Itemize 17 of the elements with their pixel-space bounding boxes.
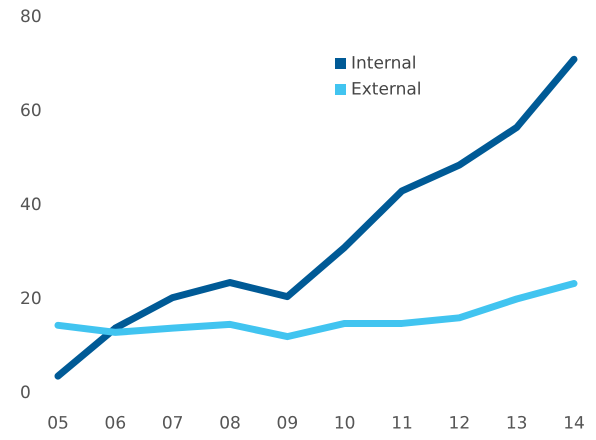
x-tick-label: 08 — [219, 414, 241, 434]
x-tick-label: 11 — [391, 414, 413, 434]
y-tick-label: 0 — [20, 383, 31, 403]
x-tick-label: 12 — [448, 414, 470, 434]
x-tick-label: 10 — [334, 414, 356, 434]
x-tick-label: 09 — [276, 414, 298, 434]
legend-label: External — [351, 80, 422, 100]
x-tick-label: 06 — [104, 414, 126, 434]
y-tick-label: 80 — [20, 7, 42, 27]
legend-label: Internal — [351, 54, 417, 74]
y-tick-label: 20 — [20, 289, 42, 309]
x-tick-label: 05 — [47, 414, 69, 434]
x-tick-label: 14 — [563, 414, 585, 434]
x-tick-label: 07 — [162, 414, 184, 434]
y-tick-label: 60 — [20, 101, 42, 121]
y-tick-label: 40 — [20, 195, 42, 215]
x-tick-label: 13 — [506, 414, 528, 434]
